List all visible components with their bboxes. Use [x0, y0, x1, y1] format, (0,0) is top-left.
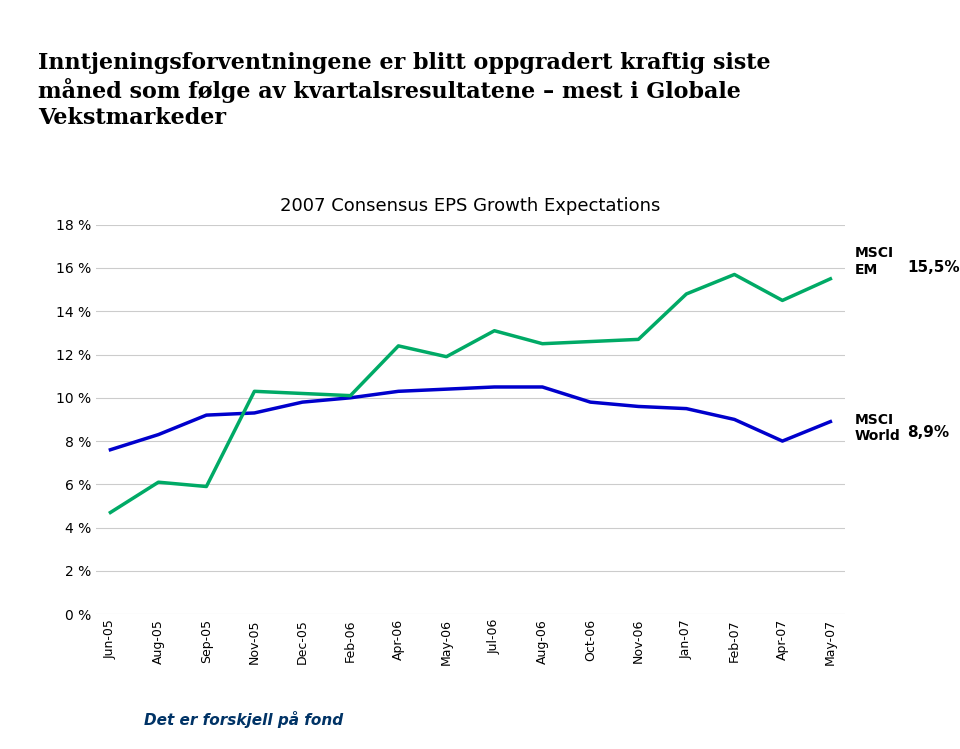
- Text: Det er forskjell på fond: Det er forskjell på fond: [144, 711, 343, 727]
- Text: 8,9%: 8,9%: [907, 425, 949, 440]
- Text: MSCI
EM: MSCI EM: [854, 246, 894, 276]
- Text: Inntjeningsforventningene er blitt oppgradert kraftig siste
måned som følge av k: Inntjeningsforventningene er blitt oppgr…: [38, 52, 771, 129]
- Text: 15,5%: 15,5%: [907, 261, 960, 276]
- Text: MSCI
World: MSCI World: [854, 413, 900, 443]
- Title: 2007 Consensus EPS Growth Expectations: 2007 Consensus EPS Growth Expectations: [280, 197, 660, 215]
